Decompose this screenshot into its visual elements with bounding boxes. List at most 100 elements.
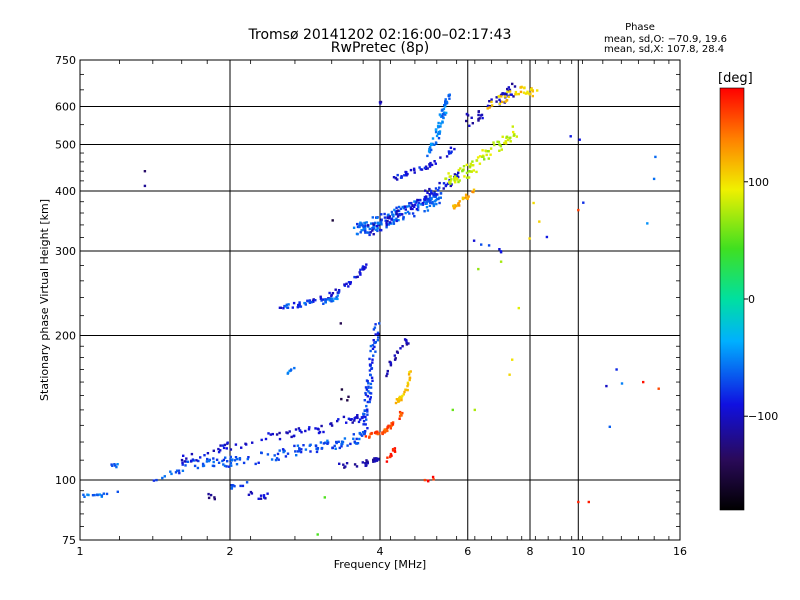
data-point: [481, 155, 484, 158]
data-point: [439, 122, 443, 125]
data-point: [353, 417, 356, 420]
data-point: [366, 427, 369, 430]
data-point: [335, 296, 338, 299]
data-point: [392, 220, 395, 223]
data-point: [373, 431, 377, 435]
data-point: [445, 100, 449, 104]
x-axis-ticks: 1 2 4 6 8 10 16: [77, 60, 687, 558]
data-point: [386, 372, 389, 375]
data-point: [324, 441, 327, 445]
data-point: [345, 421, 348, 424]
data-point: [481, 116, 484, 120]
data-point: [96, 493, 99, 496]
data-point: [337, 440, 340, 443]
chart-subtitle: RwPretec (8p): [330, 40, 430, 56]
data-point: [232, 484, 235, 487]
data-point: [356, 225, 360, 229]
data-point: [286, 372, 289, 375]
data-point: [309, 450, 312, 453]
data-point: [345, 462, 349, 465]
data-point: [437, 126, 440, 129]
data-point: [370, 376, 374, 379]
data-point: [363, 225, 367, 229]
data-point: [331, 297, 334, 300]
data-point: [455, 177, 458, 180]
data-point: [433, 160, 436, 163]
data-point: [365, 388, 369, 391]
data-point: [186, 460, 190, 463]
data-point: [507, 86, 510, 89]
data-point: [364, 391, 367, 395]
data-point: [362, 423, 365, 426]
data-point: [319, 295, 322, 298]
data-point: [365, 418, 368, 421]
data-point: [457, 171, 460, 174]
data-point: [217, 461, 221, 464]
x-tick-label: 16: [673, 545, 687, 558]
data-point: [298, 303, 301, 306]
data-point: [470, 116, 473, 119]
data-point: [338, 462, 341, 465]
data-point: [380, 213, 383, 216]
data-point: [483, 158, 486, 161]
data-point: [328, 299, 332, 302]
data-point: [93, 493, 96, 497]
data-point: [447, 94, 450, 98]
data-point: [386, 369, 389, 373]
data-point: [386, 214, 390, 217]
data-point: [437, 132, 440, 135]
data-point: [372, 458, 375, 462]
data-point: [298, 447, 301, 450]
data-point: [113, 463, 116, 466]
data-point: [378, 432, 381, 435]
data-point: [420, 168, 424, 171]
grid: [80, 60, 680, 540]
data-point: [293, 366, 296, 370]
data-point: [319, 297, 323, 300]
data-point: [461, 197, 465, 201]
data-point: [465, 112, 469, 116]
data-point: [454, 181, 457, 184]
data-point: [439, 192, 443, 195]
data-point: [526, 90, 529, 93]
data-point: [426, 479, 430, 482]
data-point: [337, 290, 341, 293]
data-point: [352, 433, 355, 436]
data-point: [391, 421, 395, 424]
data-point: [87, 493, 90, 497]
data-point: [364, 227, 367, 230]
data-point: [381, 432, 384, 435]
data-point: [432, 478, 435, 481]
data-point: [509, 136, 512, 139]
data-point: [429, 189, 433, 193]
data-point: [383, 212, 386, 216]
data-point: [448, 180, 451, 184]
data-point: [331, 299, 335, 303]
data-point: [428, 187, 431, 191]
data-point: [430, 192, 434, 195]
data-point: [431, 200, 434, 204]
data-point: [274, 458, 278, 462]
data-point: [434, 195, 437, 198]
data-point: [654, 155, 657, 159]
data-point: [522, 91, 526, 94]
data-point: [467, 176, 471, 179]
data-point: [270, 458, 274, 461]
data-point: [347, 395, 350, 398]
data-point: [340, 388, 344, 391]
data-point: [398, 213, 401, 216]
data-point: [487, 150, 490, 153]
data-point: [358, 431, 361, 435]
data-point: [445, 111, 448, 115]
x-tick-label: 10: [571, 545, 585, 558]
data-point: [368, 363, 372, 366]
data-point: [336, 297, 339, 301]
data-point: [260, 451, 263, 454]
data-point: [284, 305, 287, 308]
data-point: [455, 204, 458, 208]
data-point: [453, 179, 456, 182]
data-point: [300, 448, 303, 451]
data-point: [393, 354, 396, 357]
data-point: [475, 159, 478, 162]
data-point: [213, 496, 216, 499]
